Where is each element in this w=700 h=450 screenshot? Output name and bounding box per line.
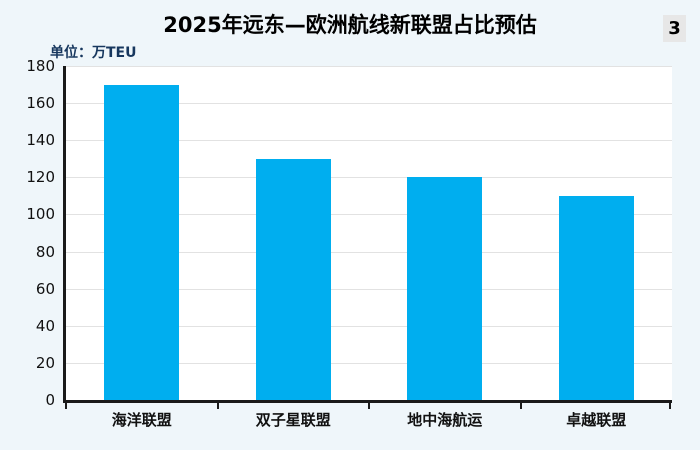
- y-tick-label: 120: [26, 168, 55, 187]
- y-tick-label: 40: [35, 316, 55, 335]
- chart-title: 2025年远东—欧洲航线新联盟占比预估: [163, 13, 537, 37]
- x-category-label: 海洋联盟: [111, 411, 172, 429]
- x-category-label: 双子星联盟: [255, 411, 331, 429]
- bar-地中海航运: [407, 177, 483, 400]
- bar-卓越联盟: [558, 195, 634, 400]
- gridline: [66, 177, 672, 179]
- plot-area: [63, 66, 672, 403]
- gridline: [66, 140, 672, 142]
- x-axis-tick: [669, 403, 671, 409]
- gridline: [66, 288, 672, 290]
- y-tick-label: 20: [35, 353, 55, 372]
- y-tick-label: 80: [35, 242, 55, 261]
- x-category-label: 地中海航运: [407, 411, 483, 429]
- gridline: [66, 251, 672, 253]
- x-category-label: 卓越联盟: [566, 411, 627, 429]
- gridline: [66, 66, 672, 67]
- y-tick-label: 100: [26, 205, 55, 224]
- gridline: [66, 103, 672, 105]
- y-tick-label: 0: [45, 391, 55, 409]
- gridline: [66, 325, 672, 327]
- x-axis-tick: [368, 403, 370, 409]
- y-tick-label: 60: [35, 279, 55, 298]
- x-axis-tick: [216, 403, 219, 409]
- x-axis-tick: [65, 403, 67, 409]
- bar-双子星联盟: [255, 158, 331, 400]
- y-tick-label: 180: [26, 57, 55, 75]
- unit-label: 单位：万TEU: [50, 45, 137, 61]
- x-axis-tick: [519, 403, 522, 409]
- page-number-badge: 3: [663, 15, 686, 42]
- bar-海洋联盟: [104, 84, 180, 400]
- y-tick-label: 140: [26, 131, 55, 150]
- gridline: [66, 362, 672, 364]
- y-tick-label: 160: [26, 94, 55, 113]
- gridline: [66, 214, 672, 216]
